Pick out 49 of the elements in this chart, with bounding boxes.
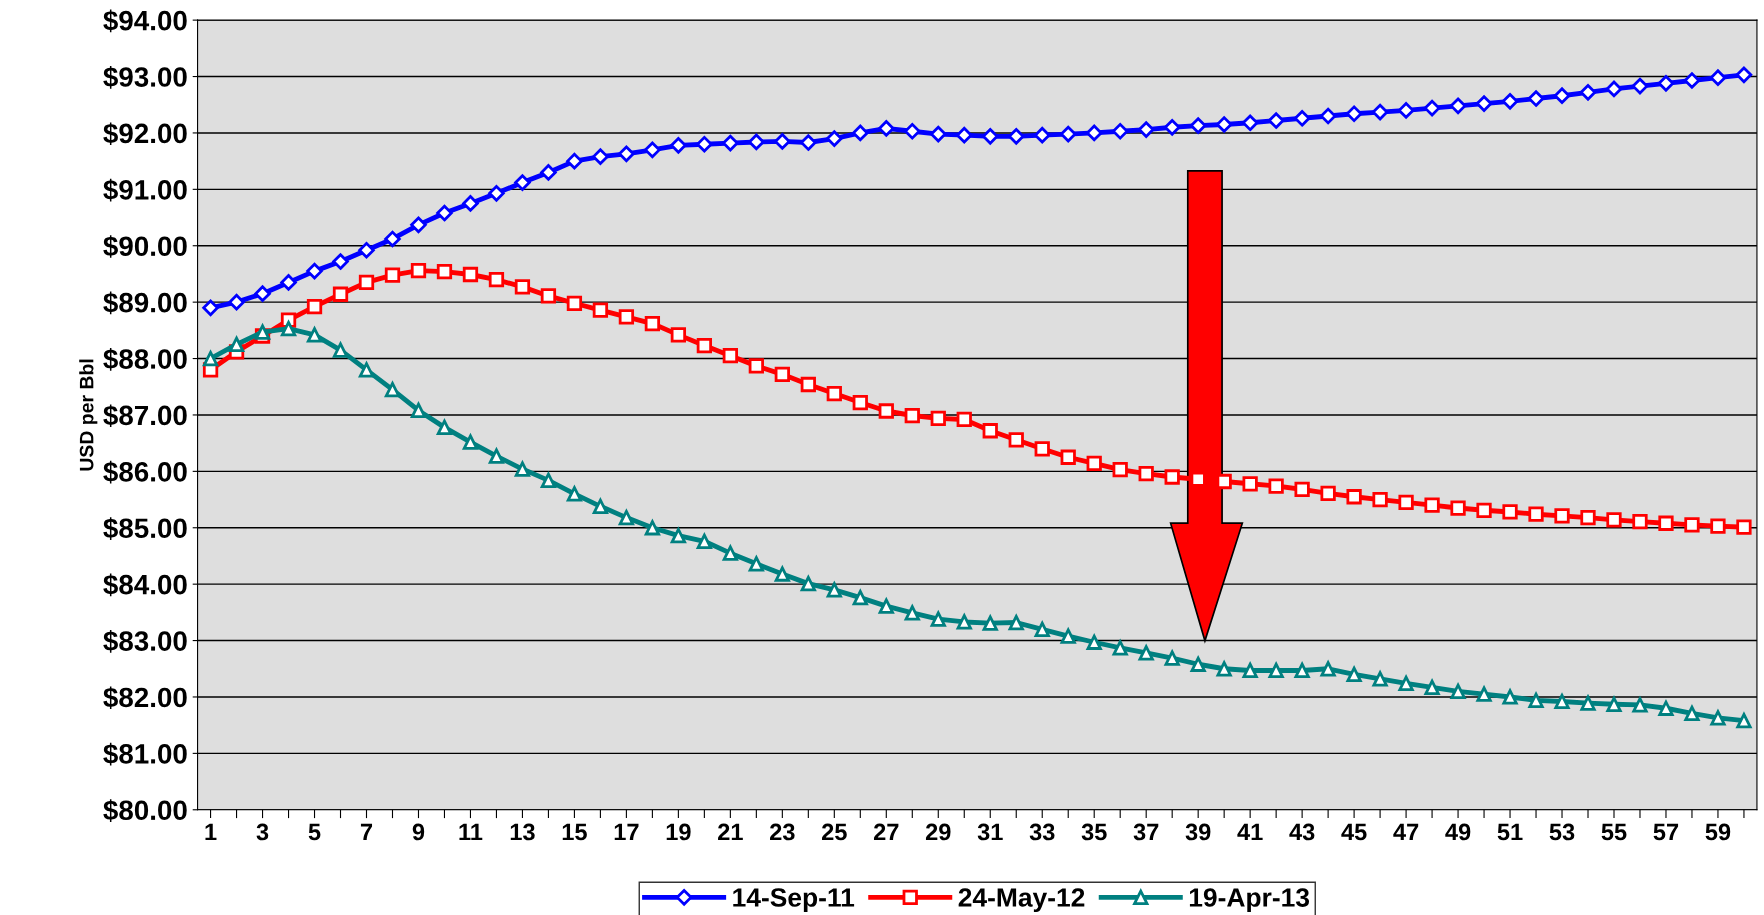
- x-tick-label: 7: [360, 823, 373, 841]
- x-tick-label: 53: [1549, 823, 1575, 841]
- y-tick-label: $92.00: [103, 122, 187, 146]
- x-tick-label: 41: [1237, 823, 1263, 841]
- x-tick-label: 27: [873, 823, 899, 841]
- y-tick-label: $89.00: [103, 291, 187, 315]
- x-tick-label: 17: [614, 823, 639, 841]
- x-tick-label: 3: [256, 823, 269, 841]
- x-tick-label: 29: [925, 823, 951, 841]
- x-tick-label: 23: [770, 823, 795, 841]
- y-tick-label: $86.00: [103, 460, 187, 484]
- x-tick-label: 9: [412, 823, 425, 841]
- y-axis-title: USD per Bbl: [79, 359, 98, 471]
- legend-label: 14-Sep-11: [733, 888, 855, 913]
- y-tick-label: $80.00: [103, 799, 187, 822]
- y-tick-label: $91.00: [103, 178, 187, 202]
- x-tick-label: 39: [1185, 823, 1211, 841]
- x-tick-label: 55: [1601, 823, 1627, 841]
- x-tick-label: 43: [1289, 823, 1315, 841]
- y-tick-label: $85.00: [103, 517, 187, 540]
- y-tick-label: $82.00: [103, 686, 187, 710]
- x-tick-label: 25: [822, 823, 847, 841]
- y-tick-label: $94.00: [103, 9, 187, 33]
- y-tick-label: $93.00: [103, 65, 187, 89]
- y-tick-label: $84.00: [103, 573, 187, 597]
- y-tick-label: $87.00: [103, 404, 187, 428]
- x-tick-label: 57: [1653, 823, 1679, 841]
- x-tick-label: 15: [562, 823, 587, 841]
- x-tick-label: 51: [1497, 823, 1523, 841]
- x-tick-label: 1: [205, 823, 217, 841]
- x-tick-label: 37: [1133, 823, 1159, 841]
- legend-label: 19-Apr-13: [1189, 888, 1310, 913]
- x-tick-label: 35: [1081, 823, 1107, 841]
- x-tick-label: 21: [718, 823, 743, 841]
- x-tick-label: 47: [1393, 823, 1419, 841]
- x-tick-label: 49: [1445, 823, 1471, 841]
- x-tick-label: 31: [977, 823, 1003, 841]
- y-tick-label: $90.00: [103, 235, 187, 258]
- x-tick-label: 5: [308, 823, 321, 841]
- x-tick-label: 45: [1341, 823, 1367, 841]
- x-tick-label: 33: [1029, 823, 1055, 841]
- x-tick-label: 13: [510, 823, 535, 841]
- x-tick-label: 11: [459, 823, 483, 841]
- x-tick-label: 19: [666, 823, 691, 841]
- y-tick-label: $88.00: [103, 348, 187, 371]
- x-tick-label: 59: [1705, 823, 1731, 841]
- legend-label: 24-May-12: [958, 888, 1085, 913]
- y-tick-label: $83.00: [103, 630, 187, 653]
- y-tick-label: $81.00: [103, 742, 187, 766]
